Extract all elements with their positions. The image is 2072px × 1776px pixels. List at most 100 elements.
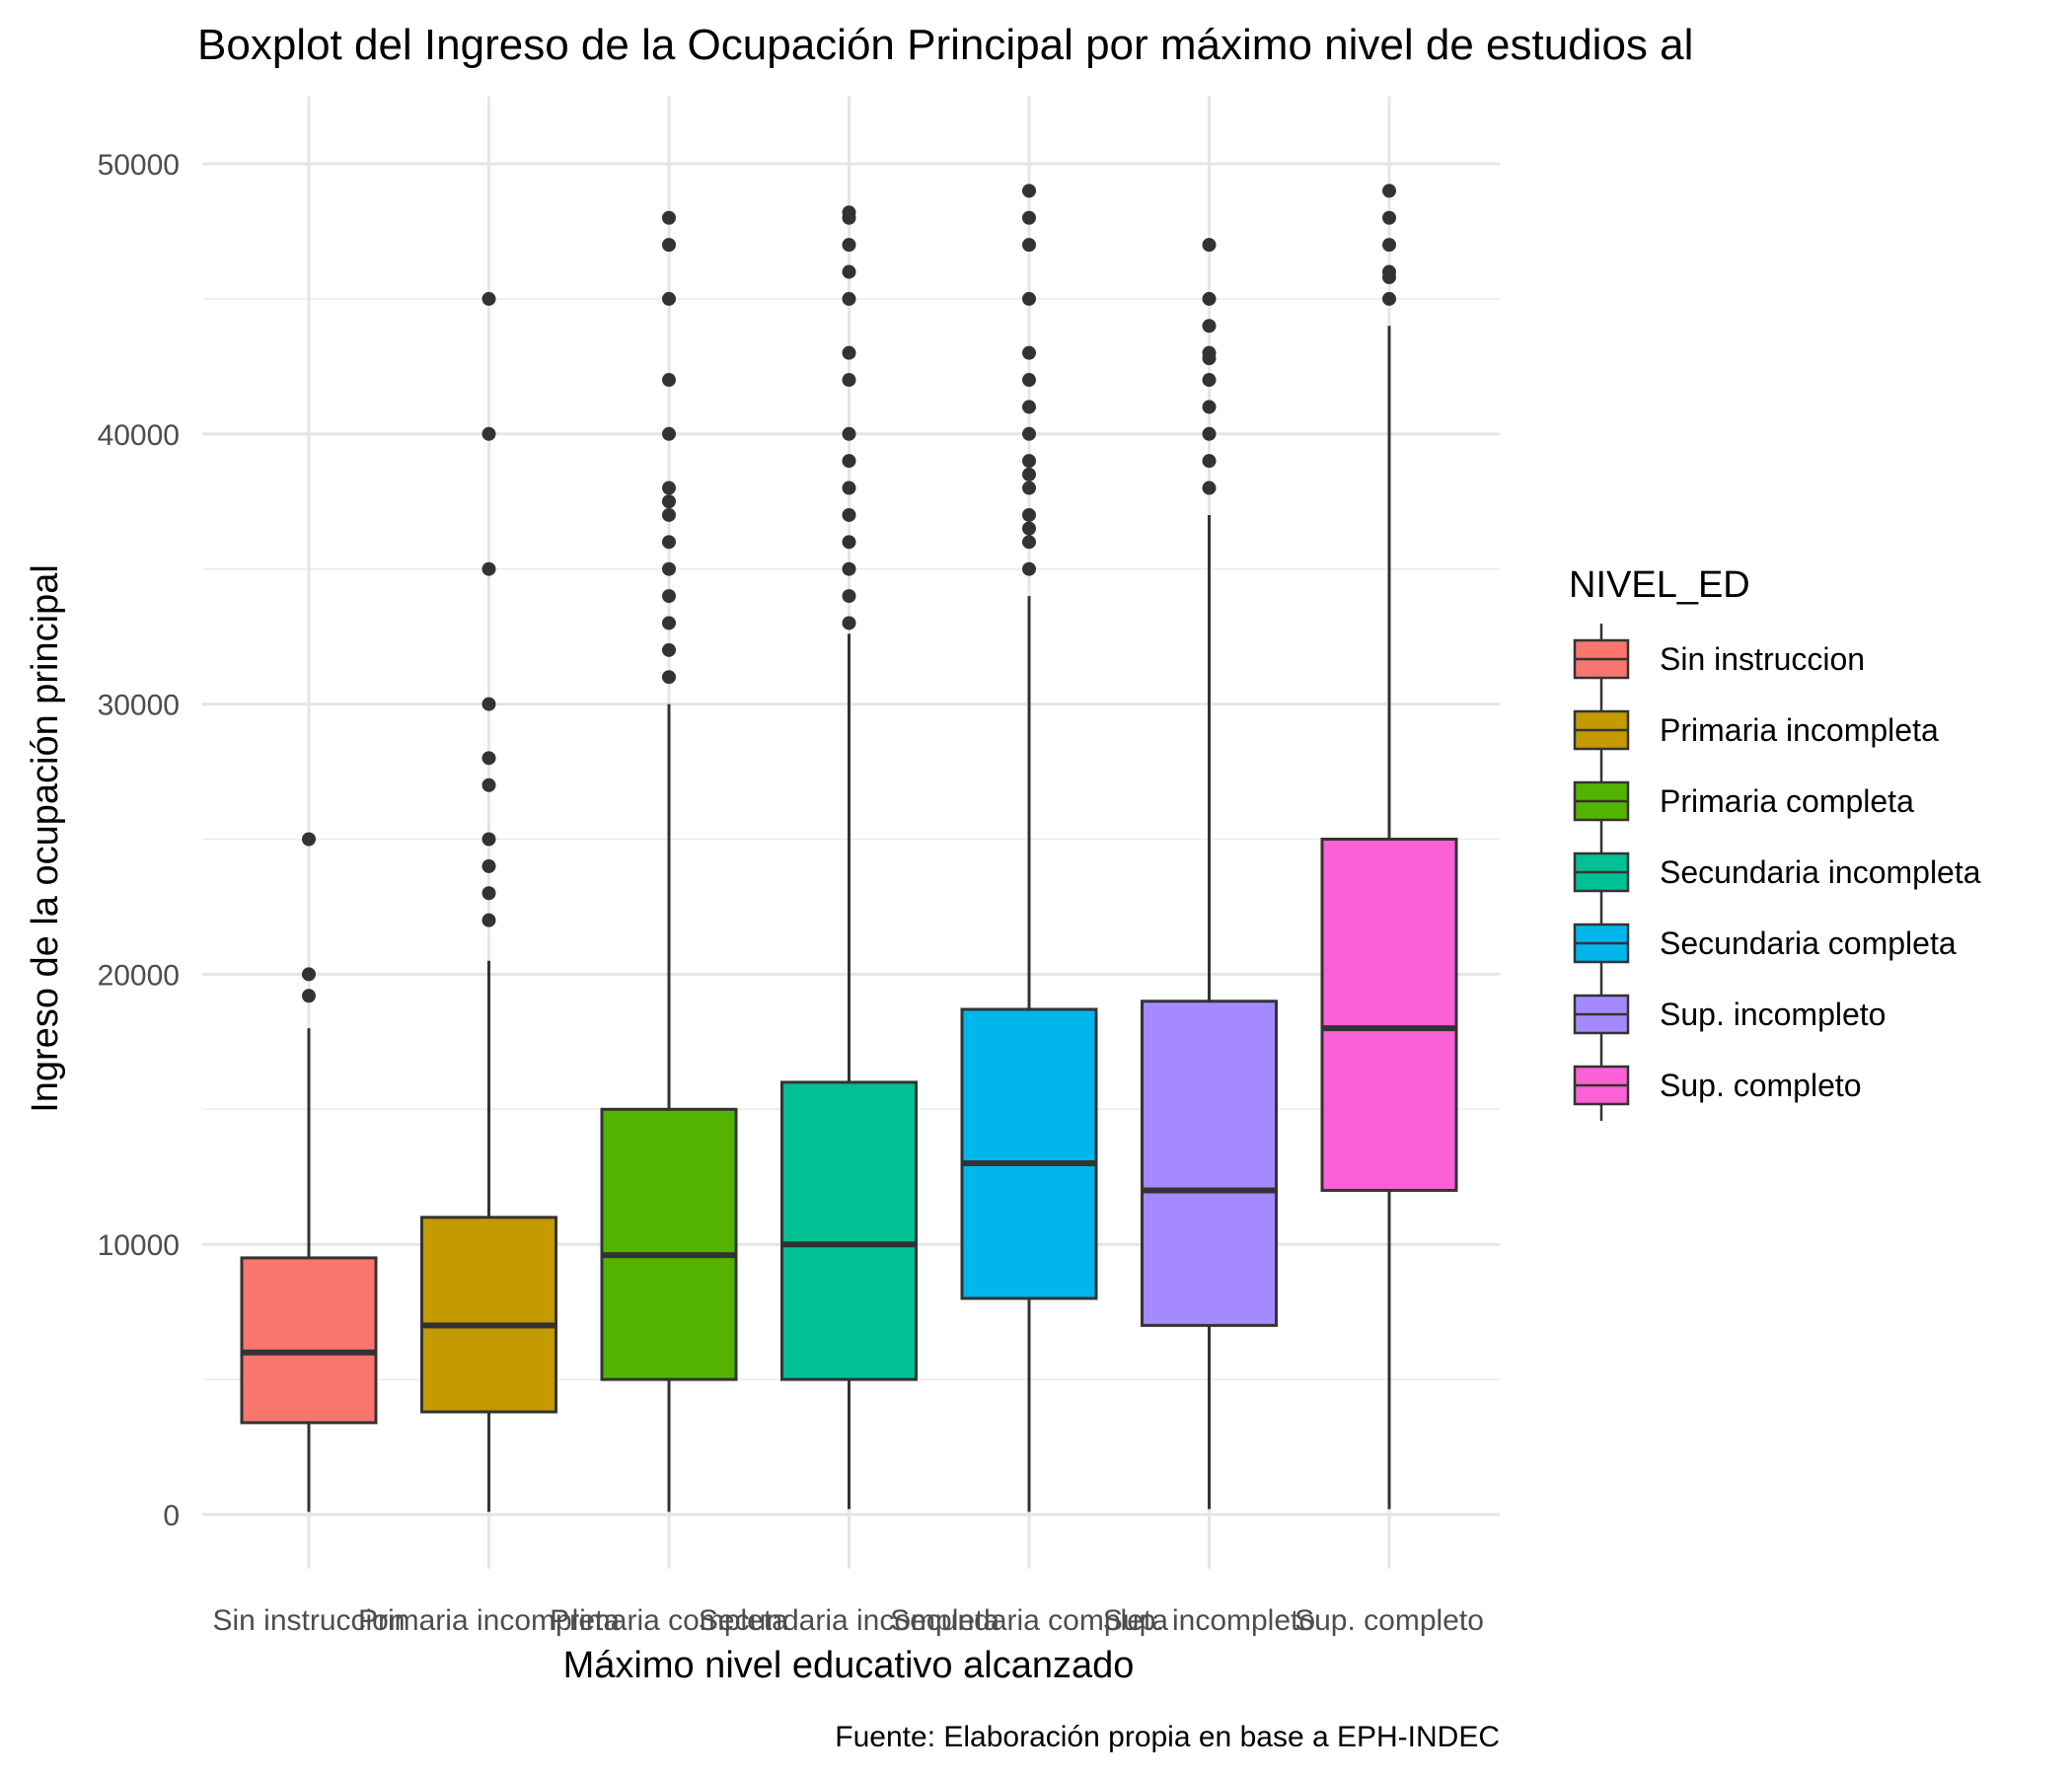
outlier-point <box>1382 184 1396 198</box>
legend-item: Sup. incompleto <box>1573 979 1886 1050</box>
legend-label: Secundaria completa <box>1660 925 1957 961</box>
outlier-point <box>1022 426 1036 441</box>
caption: Fuente: Elaboración propia en base a EPH… <box>835 1721 1500 1753</box>
x-tick-label: Secundaria completa <box>890 1604 1168 1637</box>
legend-title: NIVEL_ED <box>1569 564 1750 606</box>
legend-label: Primaria completa <box>1660 783 1914 819</box>
outlier-point <box>1022 210 1036 225</box>
legend-item: Sup. completo <box>1573 1050 1862 1121</box>
legend-label: Secundaria incompleta <box>1660 854 1981 890</box>
box-group <box>1141 238 1278 1510</box>
box-group <box>780 205 918 1510</box>
y-tick-label: 10000 <box>98 1229 180 1262</box>
outlier-point <box>662 670 676 685</box>
box-group <box>600 210 738 1513</box>
outlier-point <box>662 616 676 630</box>
box-group <box>420 291 557 1513</box>
box-iqr <box>780 1080 918 1381</box>
outlier-point <box>1202 481 1217 495</box>
outlier-point <box>842 345 856 360</box>
outlier-point <box>662 507 676 522</box>
y-tick-label: 30000 <box>98 690 180 722</box>
box-group <box>960 184 1098 1513</box>
outlier-point <box>1022 507 1036 522</box>
legend-label: Sup. incompleto <box>1660 997 1886 1032</box>
outlier-point <box>842 264 856 279</box>
box-iqr <box>240 1256 378 1425</box>
outlier-point <box>842 507 856 522</box>
legend: NIVEL_ED Sin instruccion Primaria incompl… <box>1569 564 1981 1121</box>
outlier-point <box>1022 184 1036 198</box>
y-tick-label: 20000 <box>98 959 180 992</box>
y-axis-label: Ingreso de la ocupación principal <box>25 564 66 1113</box>
box-group <box>1320 184 1458 1510</box>
x-tick-label: Sup. completo <box>1295 1604 1484 1637</box>
outlier-point <box>302 989 316 1003</box>
outlier-point <box>842 426 856 441</box>
outlier-point <box>662 494 676 509</box>
outlier-point <box>1202 400 1217 414</box>
legend-item: Sin instruccion <box>1573 624 1865 695</box>
outlier-point <box>842 238 856 253</box>
outlier-point <box>481 777 496 792</box>
legend-label: Primaria incompleta <box>1660 712 1939 748</box>
outlier-point <box>1022 521 1036 536</box>
outlier-point <box>481 913 496 927</box>
outlier-point <box>1202 345 1217 360</box>
outlier-point <box>1382 238 1396 253</box>
outlier-point <box>1382 291 1396 306</box>
outlier-point <box>842 454 856 469</box>
legend-item: Secundaria incompleta <box>1573 837 1981 908</box>
boxes <box>240 184 1458 1513</box>
outlier-point <box>1202 373 1217 388</box>
legend-item: Secundaria completa <box>1573 908 1957 979</box>
outlier-point <box>1022 561 1036 576</box>
box-iqr <box>1320 838 1458 1192</box>
outlier-point <box>842 481 856 495</box>
outlier-point <box>302 832 316 847</box>
outlier-point <box>481 561 496 576</box>
outlier-point <box>1022 373 1036 388</box>
legend-item: Primaria completa <box>1573 766 1914 837</box>
outlier-point <box>1022 454 1036 469</box>
outlier-point <box>1022 467 1036 481</box>
outlier-point <box>302 967 316 982</box>
outlier-point <box>662 426 676 441</box>
box-iqr <box>600 1107 738 1381</box>
chart-title: Boxplot del Ingreso de la Ocupación Prin… <box>197 21 1693 69</box>
x-axis-label: Máximo nivel educativo alcanzado <box>563 1645 1135 1686</box>
outlier-point <box>481 291 496 306</box>
outlier-point <box>1022 238 1036 253</box>
outlier-point <box>662 373 676 388</box>
outlier-point <box>842 616 856 630</box>
x-tick-label: Primaria incompleta <box>358 1604 620 1637</box>
outlier-point <box>662 238 676 253</box>
outlier-point <box>1022 400 1036 414</box>
outlier-point <box>662 535 676 550</box>
y-tick-label: 40000 <box>98 419 180 452</box>
outlier-point <box>1022 291 1036 306</box>
outlier-point <box>662 642 676 657</box>
x-tick-label: Primaria completa <box>550 1604 788 1637</box>
outlier-point <box>842 589 856 604</box>
x-tick-label: Secundaria incompleta <box>699 1604 1000 1637</box>
outlier-point <box>1022 481 1036 495</box>
outlier-point <box>481 751 496 766</box>
outlier-point <box>662 481 676 495</box>
outlier-point <box>842 205 856 220</box>
legend-label: Sin instruccion <box>1660 641 1865 677</box>
x-tick-label: Sup. incompleto <box>1103 1604 1315 1637</box>
legend-item: Primaria incompleta <box>1573 695 1939 766</box>
outlier-point <box>842 373 856 388</box>
box-iqr <box>420 1216 557 1414</box>
outlier-point <box>842 535 856 550</box>
box-iqr <box>1141 999 1278 1327</box>
legend-label: Sup. completo <box>1660 1068 1862 1103</box>
outlier-point <box>481 697 496 711</box>
box-iqr <box>960 1007 1098 1300</box>
outlier-point <box>662 589 676 604</box>
outlier-point <box>1202 426 1217 441</box>
y-tick-label: 50000 <box>98 149 180 182</box>
